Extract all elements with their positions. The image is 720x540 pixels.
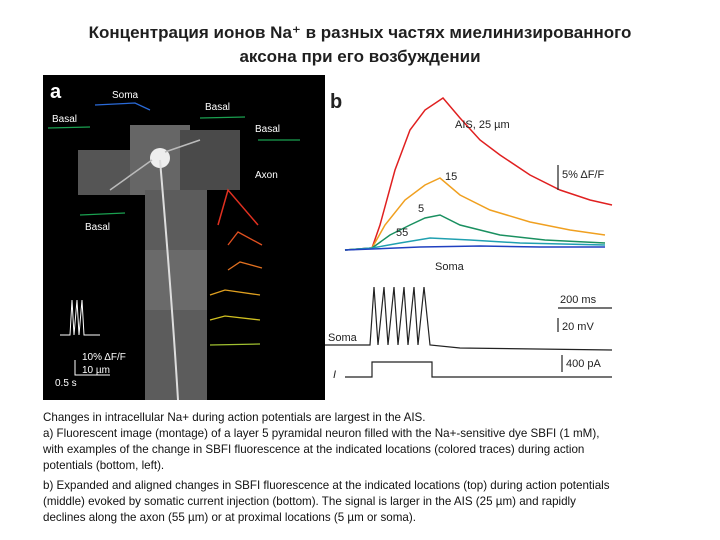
- scale-label: 200 ms: [560, 294, 597, 306]
- scale-label: 10% ΔF/F: [82, 352, 126, 363]
- panel-label: a: [50, 81, 62, 103]
- caption-line: declines along the axon (55 µm) or at pr…: [43, 511, 416, 524]
- location-label: Basal: [52, 114, 77, 125]
- panel-label: b: [330, 91, 342, 113]
- row-label: Soma: [328, 332, 358, 344]
- caption-line: b) Expanded and aligned changes in SBFI …: [43, 479, 610, 492]
- caption-line: (middle) evoked by somatic current injec…: [43, 495, 576, 508]
- row-label: I: [333, 369, 336, 381]
- scale-label: 10 µm: [82, 365, 110, 376]
- caption-line: potentials (bottom, left).: [43, 459, 164, 472]
- location-label: Basal: [85, 222, 110, 233]
- scale-label: 5% ΔF/F: [562, 169, 604, 181]
- trace-label: Soma: [435, 261, 465, 273]
- location-label: Soma: [112, 90, 139, 101]
- scale-label: 20 mV: [562, 321, 594, 333]
- caption-line: Changes in intracellular Na+ during acti…: [43, 411, 426, 424]
- scale-label: 0.5 s: [55, 378, 77, 389]
- trace-label: 15: [445, 171, 457, 183]
- caption-line: with examples of the change in SBFI fluo…: [42, 443, 584, 456]
- panel-a: a Soma Basal Basal Basal Axon Basal 10% …: [43, 75, 325, 401]
- trace-label: 55: [396, 227, 408, 239]
- caption: Changes in intracellular Na+ during acti…: [42, 411, 610, 524]
- trace-label: 5: [418, 203, 424, 215]
- scale-label: 400 pA: [566, 358, 602, 370]
- caption-line: a) Fluorescent image (montage) of a laye…: [43, 427, 599, 440]
- location-label: Basal: [205, 102, 230, 113]
- panel-b: b AIS, 25 µm 15 5 55 Soma 5% ΔF/F 200 ms…: [325, 91, 613, 381]
- trace-label: AIS, 25 µm: [455, 119, 510, 131]
- location-label: Axon: [255, 170, 278, 181]
- slide-title: Концентрация ионов Na⁺ в разных частях м…: [89, 23, 632, 42]
- location-label: Basal: [255, 124, 280, 135]
- slide-title: аксона при его возбуждении: [239, 47, 480, 66]
